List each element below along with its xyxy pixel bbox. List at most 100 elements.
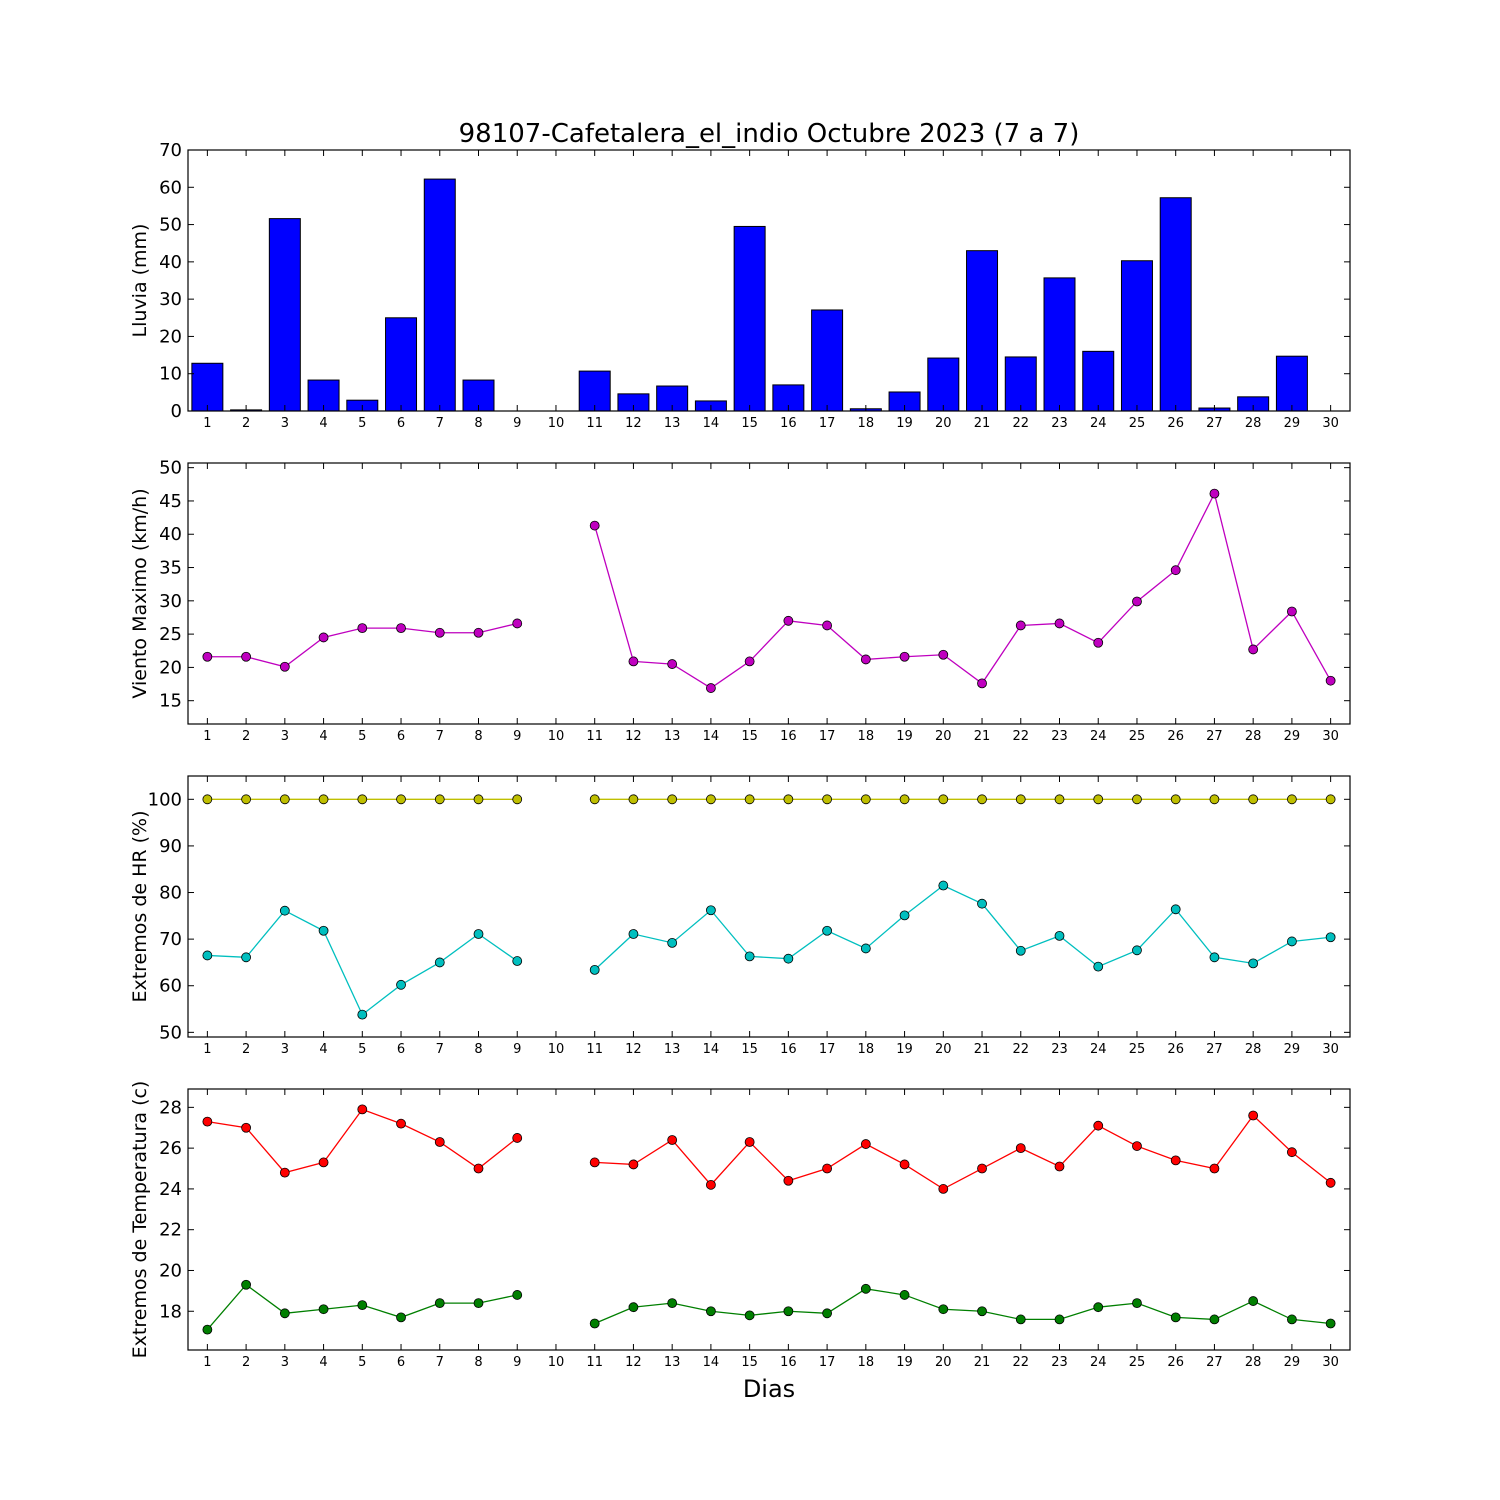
x-tick-label: 26: [1167, 1042, 1184, 1057]
y-axis-label: Extremos de Temperatura (c): [129, 1081, 151, 1359]
series-1-point-day-9: [512, 956, 523, 966]
y-tick-label: 100: [148, 789, 182, 810]
x-tick-label: 29: [1284, 729, 1301, 744]
x-tick-label: 27: [1206, 1355, 1223, 1370]
x-tick-label: 7: [436, 1042, 444, 1057]
x-axis-label: Dias: [743, 1375, 795, 1403]
x-tick-label: 22: [1012, 1042, 1029, 1057]
series-0-point-day-27: [1209, 794, 1220, 805]
y-tick-label: 22: [159, 1220, 182, 1241]
x-tick-label: 6: [397, 416, 405, 431]
x-tick-label: 27: [1206, 416, 1223, 431]
series-0-point-day-30: [1325, 675, 1336, 686]
series-0-point-day-24: [1093, 637, 1104, 648]
series-0-point-day-28: [1248, 644, 1259, 655]
series-0-point-day-25: [1132, 794, 1142, 805]
series-0-point-day-11: [589, 794, 600, 805]
x-tick-label: 12: [625, 416, 642, 431]
x-tick-label: 6: [397, 1042, 405, 1057]
x-tick-label: 15: [741, 1042, 758, 1057]
x-tick-label: 23: [1051, 1355, 1068, 1370]
series-0-point-day-25: [1132, 1141, 1142, 1151]
x-tick-label: 5: [358, 729, 366, 744]
x-tick-label: 11: [586, 1355, 603, 1370]
series-1-point-day-1: [202, 950, 213, 961]
x-tick-label: 29: [1284, 1042, 1301, 1057]
y-tick-label: 25: [159, 624, 182, 645]
x-tick-label: 18: [858, 729, 875, 744]
x-tick-label: 26: [1167, 1355, 1184, 1370]
panel-humidity: 1 2 3 4 5 6 7 8 9 10 11 12 13 14 15 16 17 18 19 20 21 22 23 24 2…: [129, 775, 1351, 1057]
series-0-point-day-22: [1015, 794, 1026, 805]
series-0-point-day-16: [783, 615, 794, 626]
series-0-point-day-21: [977, 678, 987, 689]
y-tick-label: 35: [159, 558, 182, 579]
x-tick-label: 26: [1167, 416, 1184, 431]
series-0-line: [207, 1108, 518, 1174]
series-0-point-day-22: [1015, 620, 1026, 631]
x-tick-label: 8: [474, 729, 482, 744]
series-1-point-day-17: [822, 1308, 832, 1319]
series-0-point-day-6: [396, 623, 406, 634]
x-tick-label: 28: [1245, 416, 1262, 431]
series-0-point-day-17: [822, 620, 832, 631]
series-1-point-day-30: [1325, 1318, 1336, 1329]
bar-day-7: [423, 178, 456, 412]
series-0-point-day-19: [899, 651, 910, 662]
series-1-point-day-27: [1209, 952, 1220, 963]
series-1-point-day-12: [628, 929, 639, 939]
x-tick-label: 9: [513, 416, 521, 431]
series-0-point-day-27: [1209, 488, 1220, 499]
x-tick-label: 28: [1245, 729, 1262, 744]
x-tick-label: 3: [281, 416, 289, 431]
series-0-point-day-29: [1287, 794, 1297, 805]
series-1-point-day-11: [589, 1318, 600, 1329]
x-tick-label: 26: [1167, 729, 1184, 744]
x-tick-label: 12: [625, 729, 642, 744]
series-1-point-day-18: [860, 943, 871, 954]
plot-frame: [187, 1088, 1351, 1351]
series-0-point-day-23: [1054, 618, 1065, 629]
series-0-point-day-6: [396, 1118, 406, 1129]
x-tick-label: 1: [203, 729, 211, 744]
series-0-point-day-12: [628, 1159, 639, 1170]
series-1-point-day-15: [744, 1310, 755, 1321]
series-1-point-day-12: [628, 1302, 639, 1313]
bar-day-26: [1159, 197, 1192, 412]
x-tick-label: 24: [1090, 1042, 1107, 1057]
bar-day-24: [1082, 350, 1115, 412]
series-0-point-day-3: [279, 661, 290, 672]
series-0-point-day-3: [279, 1167, 290, 1178]
x-tick-label: 20: [935, 729, 952, 744]
x-tick-label: 30: [1322, 416, 1339, 431]
y-tick-label: 70: [159, 140, 182, 161]
series-0-point-day-4: [318, 794, 329, 805]
panel-rain: 1 2 3 4 5 6 7 8 9 10 11 12 13 14 15 16 17 18 19 20 21 22 23 24 2…: [129, 140, 1351, 431]
series-0-point-day-5: [357, 623, 368, 634]
series-1-point-day-13: [667, 1298, 678, 1308]
y-tick-label: 50: [159, 1022, 182, 1043]
y-tick-label: 30: [159, 289, 182, 310]
bar-day-4: [307, 379, 340, 412]
series-0-point-day-8: [473, 794, 484, 805]
series-1-point-day-8: [473, 1298, 484, 1308]
x-tick-label: 9: [513, 1355, 521, 1370]
x-tick-label: 17: [819, 1355, 836, 1370]
x-tick-label: 17: [819, 416, 836, 431]
x-tick-label: 8: [474, 416, 482, 431]
x-tick-label: 15: [741, 416, 758, 431]
series-0-point-day-1: [202, 1116, 213, 1127]
bar-day-3: [268, 218, 301, 412]
series-0-point-day-13: [667, 659, 678, 669]
x-tick-label: 4: [319, 416, 327, 431]
x-tick-label: 14: [703, 729, 720, 744]
series-1-point-day-6: [396, 1312, 406, 1323]
series-1-point-day-30: [1325, 932, 1336, 943]
x-tick-label: 16: [780, 1355, 797, 1370]
bar-day-23: [1043, 277, 1076, 412]
x-tick-label: 25: [1129, 416, 1146, 431]
y-tick-label: 30: [159, 591, 182, 612]
series-1-point-day-28: [1248, 958, 1259, 969]
x-tick-label: 8: [474, 1042, 482, 1057]
series-0-point-day-29: [1287, 606, 1297, 617]
